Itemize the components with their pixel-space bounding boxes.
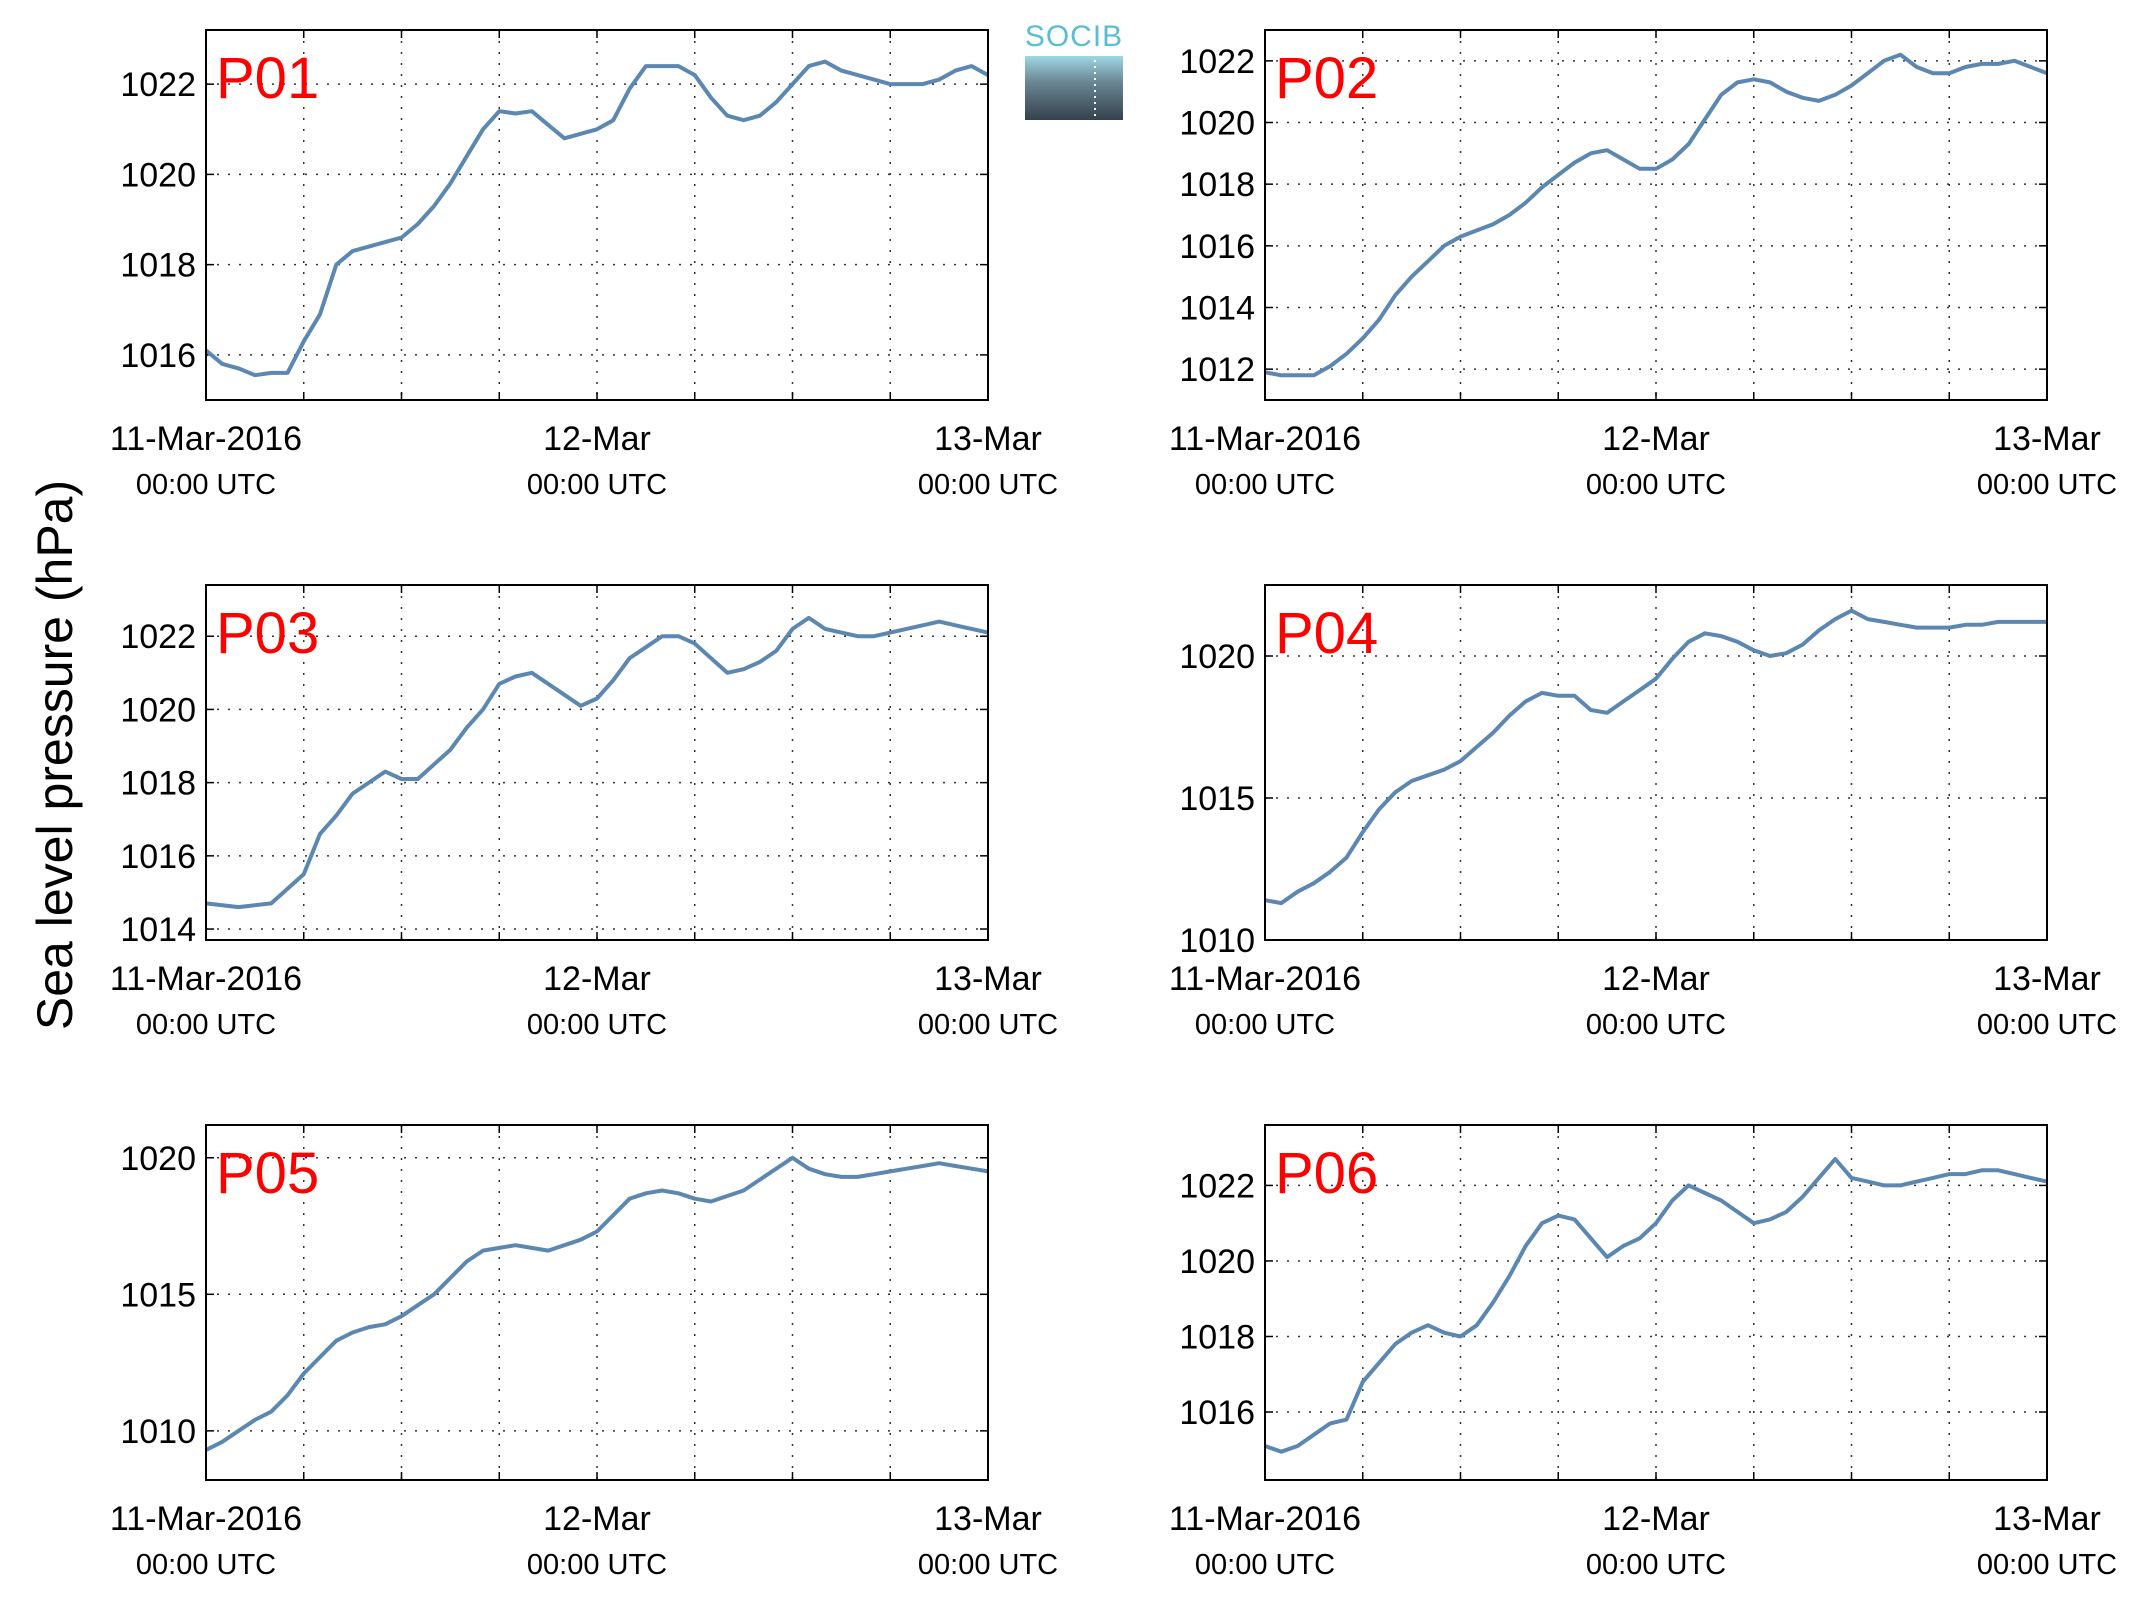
x-tick-sublabel: 00:00 UTC bbox=[1195, 1549, 1335, 1581]
plot-frame bbox=[205, 29, 989, 401]
y-tick-label: 1012 bbox=[1179, 351, 1255, 389]
y-tick-label: 1018 bbox=[1179, 1318, 1255, 1356]
y-tick-label: 1022 bbox=[1179, 1167, 1255, 1205]
grid bbox=[1265, 1125, 2047, 1480]
x-tick-label: 11-Mar-2016 bbox=[1169, 960, 1361, 998]
y-tick-label: 1020 bbox=[1179, 638, 1255, 676]
x-tick-sublabel: 00:00 UTC bbox=[1586, 1549, 1726, 1581]
x-tick-sublabel: 00:00 UTC bbox=[918, 1009, 1058, 1041]
grid bbox=[206, 585, 988, 940]
x-tick-sublabel: 00:00 UTC bbox=[136, 1009, 276, 1041]
x-tick-label: 13-Mar bbox=[1993, 420, 2101, 458]
y-tick-label: 1020 bbox=[1179, 1243, 1255, 1281]
y-tick-label: 1016 bbox=[1179, 228, 1255, 266]
x-tick-label: 11-Mar-2016 bbox=[110, 960, 302, 998]
x-tick-label: 13-Mar bbox=[934, 1500, 1042, 1538]
panel-label: P02 bbox=[1275, 46, 1378, 111]
y-tick-label: 1014 bbox=[120, 911, 196, 949]
y-tick-label: 1016 bbox=[120, 337, 196, 375]
y-tick-label: 1018 bbox=[1179, 166, 1255, 204]
y-tick-label: 1022 bbox=[120, 66, 196, 104]
x-tick-label: 12-Mar bbox=[543, 1500, 651, 1538]
logo-text: SOCIB bbox=[1025, 20, 1123, 53]
panel-p04: 1010 1015 1020 11-Mar-2016 00:00 UTC 12-Mar 00… bbox=[1169, 584, 2117, 1041]
series-line-p02 bbox=[1264, 52, 2048, 378]
y-tick-label: 1014 bbox=[1179, 290, 1255, 328]
series-line-p04 bbox=[1264, 608, 2047, 906]
x-tick-sublabel: 00:00 UTC bbox=[1586, 1009, 1726, 1041]
plot-frame bbox=[205, 584, 989, 941]
panel-p05: 1010 1015 1020 11-Mar-2016 00:00 UTC 12-Mar 00… bbox=[110, 1124, 1058, 1581]
x-tick-sublabel: 00:00 UTC bbox=[1977, 1549, 2117, 1581]
x-tick-sublabel: 00:00 UTC bbox=[136, 469, 276, 501]
series-line-p01 bbox=[204, 59, 989, 378]
grid bbox=[206, 1125, 988, 1480]
x-tick-label: 13-Mar bbox=[934, 960, 1042, 998]
y-tick-label: 1020 bbox=[1179, 105, 1255, 143]
x-tick-label: 12-Mar bbox=[1602, 420, 1710, 458]
x-tick-sublabel: 00:00 UTC bbox=[527, 469, 667, 501]
series-line-p06 bbox=[1264, 1157, 2048, 1454]
y-tick-label: 1015 bbox=[1179, 780, 1255, 818]
plot-frame bbox=[205, 1124, 989, 1481]
x-tick-sublabel: 00:00 UTC bbox=[1977, 469, 2117, 501]
y-tick-label: 1022 bbox=[1179, 43, 1255, 81]
x-tick-label: 13-Mar bbox=[934, 420, 1042, 458]
x-tick-sublabel: 00:00 UTC bbox=[1977, 1009, 2117, 1041]
x-tick-sublabel: 00:00 UTC bbox=[527, 1009, 667, 1041]
plot-frame bbox=[1264, 29, 2048, 401]
y-tick-label: 1010 bbox=[1179, 922, 1255, 960]
y-tick-label: 1015 bbox=[120, 1276, 196, 1314]
y-tick-label: 1018 bbox=[120, 247, 196, 285]
socib-logo: SOCIB bbox=[1025, 20, 1123, 120]
x-tick-label: 12-Mar bbox=[1602, 960, 1710, 998]
y-tick-label: 1020 bbox=[120, 156, 196, 194]
x-tick-sublabel: 00:00 UTC bbox=[918, 469, 1058, 501]
x-tick-sublabel: 00:00 UTC bbox=[527, 1549, 667, 1581]
x-tick-label: 11-Mar-2016 bbox=[1169, 420, 1361, 458]
y-tick-label: 1022 bbox=[120, 618, 196, 656]
y-axis-label: Sea level pressure (hPa) bbox=[27, 480, 83, 1030]
y-tick-label: 1020 bbox=[120, 691, 196, 729]
x-tick-label: 12-Mar bbox=[543, 420, 651, 458]
x-tick-sublabel: 00:00 UTC bbox=[918, 1549, 1058, 1581]
x-tick-label: 11-Mar-2016 bbox=[110, 1500, 302, 1538]
panel-label: P04 bbox=[1275, 601, 1378, 666]
panel-p01: 1016 1018 1020 1022 11-Mar-2016 00:00 UTC 12-M… bbox=[110, 29, 1058, 501]
x-tick-sublabel: 00:00 UTC bbox=[1195, 469, 1335, 501]
x-tick-sublabel: 00:00 UTC bbox=[1586, 469, 1726, 501]
x-tick-label: 12-Mar bbox=[1602, 1500, 1710, 1538]
logo-block bbox=[1025, 56, 1123, 120]
y-tick-label: 1010 bbox=[120, 1413, 196, 1451]
y-tick-label: 1018 bbox=[120, 765, 196, 803]
series-line-p03 bbox=[205, 615, 989, 910]
x-tick-label: 12-Mar bbox=[543, 960, 651, 998]
x-tick-sublabel: 00:00 UTC bbox=[1195, 1009, 1335, 1041]
x-tick-label: 11-Mar-2016 bbox=[1169, 1500, 1361, 1538]
plot-frame bbox=[1264, 1124, 2048, 1481]
panel-label: P03 bbox=[216, 601, 319, 666]
x-tick-label: 13-Mar bbox=[1993, 1500, 2101, 1538]
panel-label: P01 bbox=[216, 46, 319, 111]
x-tick-label: 11-Mar-2016 bbox=[110, 420, 302, 458]
x-tick-sublabel: 00:00 UTC bbox=[136, 1549, 276, 1581]
panel-p02: 1012 1014 1016 1018 1020 1022 11-Mar-2016 00:00… bbox=[1169, 29, 2117, 501]
x-tick-label: 13-Mar bbox=[1993, 960, 2101, 998]
series-line-p05 bbox=[205, 1155, 989, 1452]
y-tick-label: 1016 bbox=[1179, 1394, 1255, 1432]
y-tick-label: 1016 bbox=[120, 838, 196, 876]
panel-p06: 1016 1018 1020 1022 11-Mar-2016 00:00 UTC 12-M… bbox=[1169, 1124, 2117, 1581]
panel-p03: 1014 1016 1018 1020 1022 11-Mar-2016 00:00 UTC… bbox=[110, 584, 1058, 1041]
plot-frame bbox=[1264, 584, 2048, 941]
y-tick-label: 1020 bbox=[120, 1140, 196, 1178]
panel-label: P06 bbox=[1275, 1141, 1378, 1206]
panel-label: P05 bbox=[216, 1141, 319, 1206]
